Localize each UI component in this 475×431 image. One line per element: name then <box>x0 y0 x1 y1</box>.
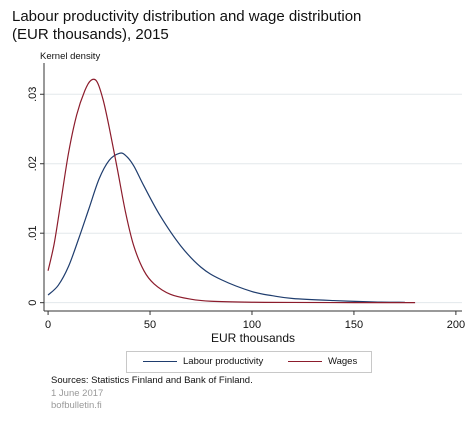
legend-swatch-productivity <box>143 361 177 362</box>
x-tick-label: 100 <box>243 319 261 331</box>
chart-title: Labour productivity distribution and wag… <box>12 8 452 44</box>
chart-title-line-1: Labour productivity distribution and wag… <box>12 8 362 25</box>
chart-legend: Labour productivity Wages <box>126 351 372 373</box>
sources-note: Sources: Statistics Finland and Bank of … <box>51 375 253 386</box>
x-tick-label: 200 <box>447 319 465 331</box>
x-axis-label: EUR thousands <box>211 331 295 345</box>
y-tick-label: .03 <box>27 87 39 102</box>
site-link[interactable]: bofbulletin.fi <box>51 400 102 411</box>
y-tick-label: .01 <box>27 226 39 241</box>
y-axis-label: Kernel density <box>40 51 100 62</box>
x-tick-label: 50 <box>144 319 156 331</box>
legend-label-wages: Wages <box>328 356 358 367</box>
legend-label-productivity: Labour productivity <box>183 356 264 367</box>
series-line-wages <box>47 78 416 304</box>
publication-date: 1 June 2017 <box>51 388 104 399</box>
x-tick-label: 0 <box>45 319 51 331</box>
plot-area <box>44 63 462 311</box>
y-tick-label: 0 <box>27 300 39 306</box>
chart-title-line-2: (EUR thousands), 2015 <box>12 26 169 43</box>
x-tick-label: 150 <box>345 319 363 331</box>
y-tick-label: .02 <box>27 156 39 171</box>
legend-swatch-wages <box>288 361 322 362</box>
